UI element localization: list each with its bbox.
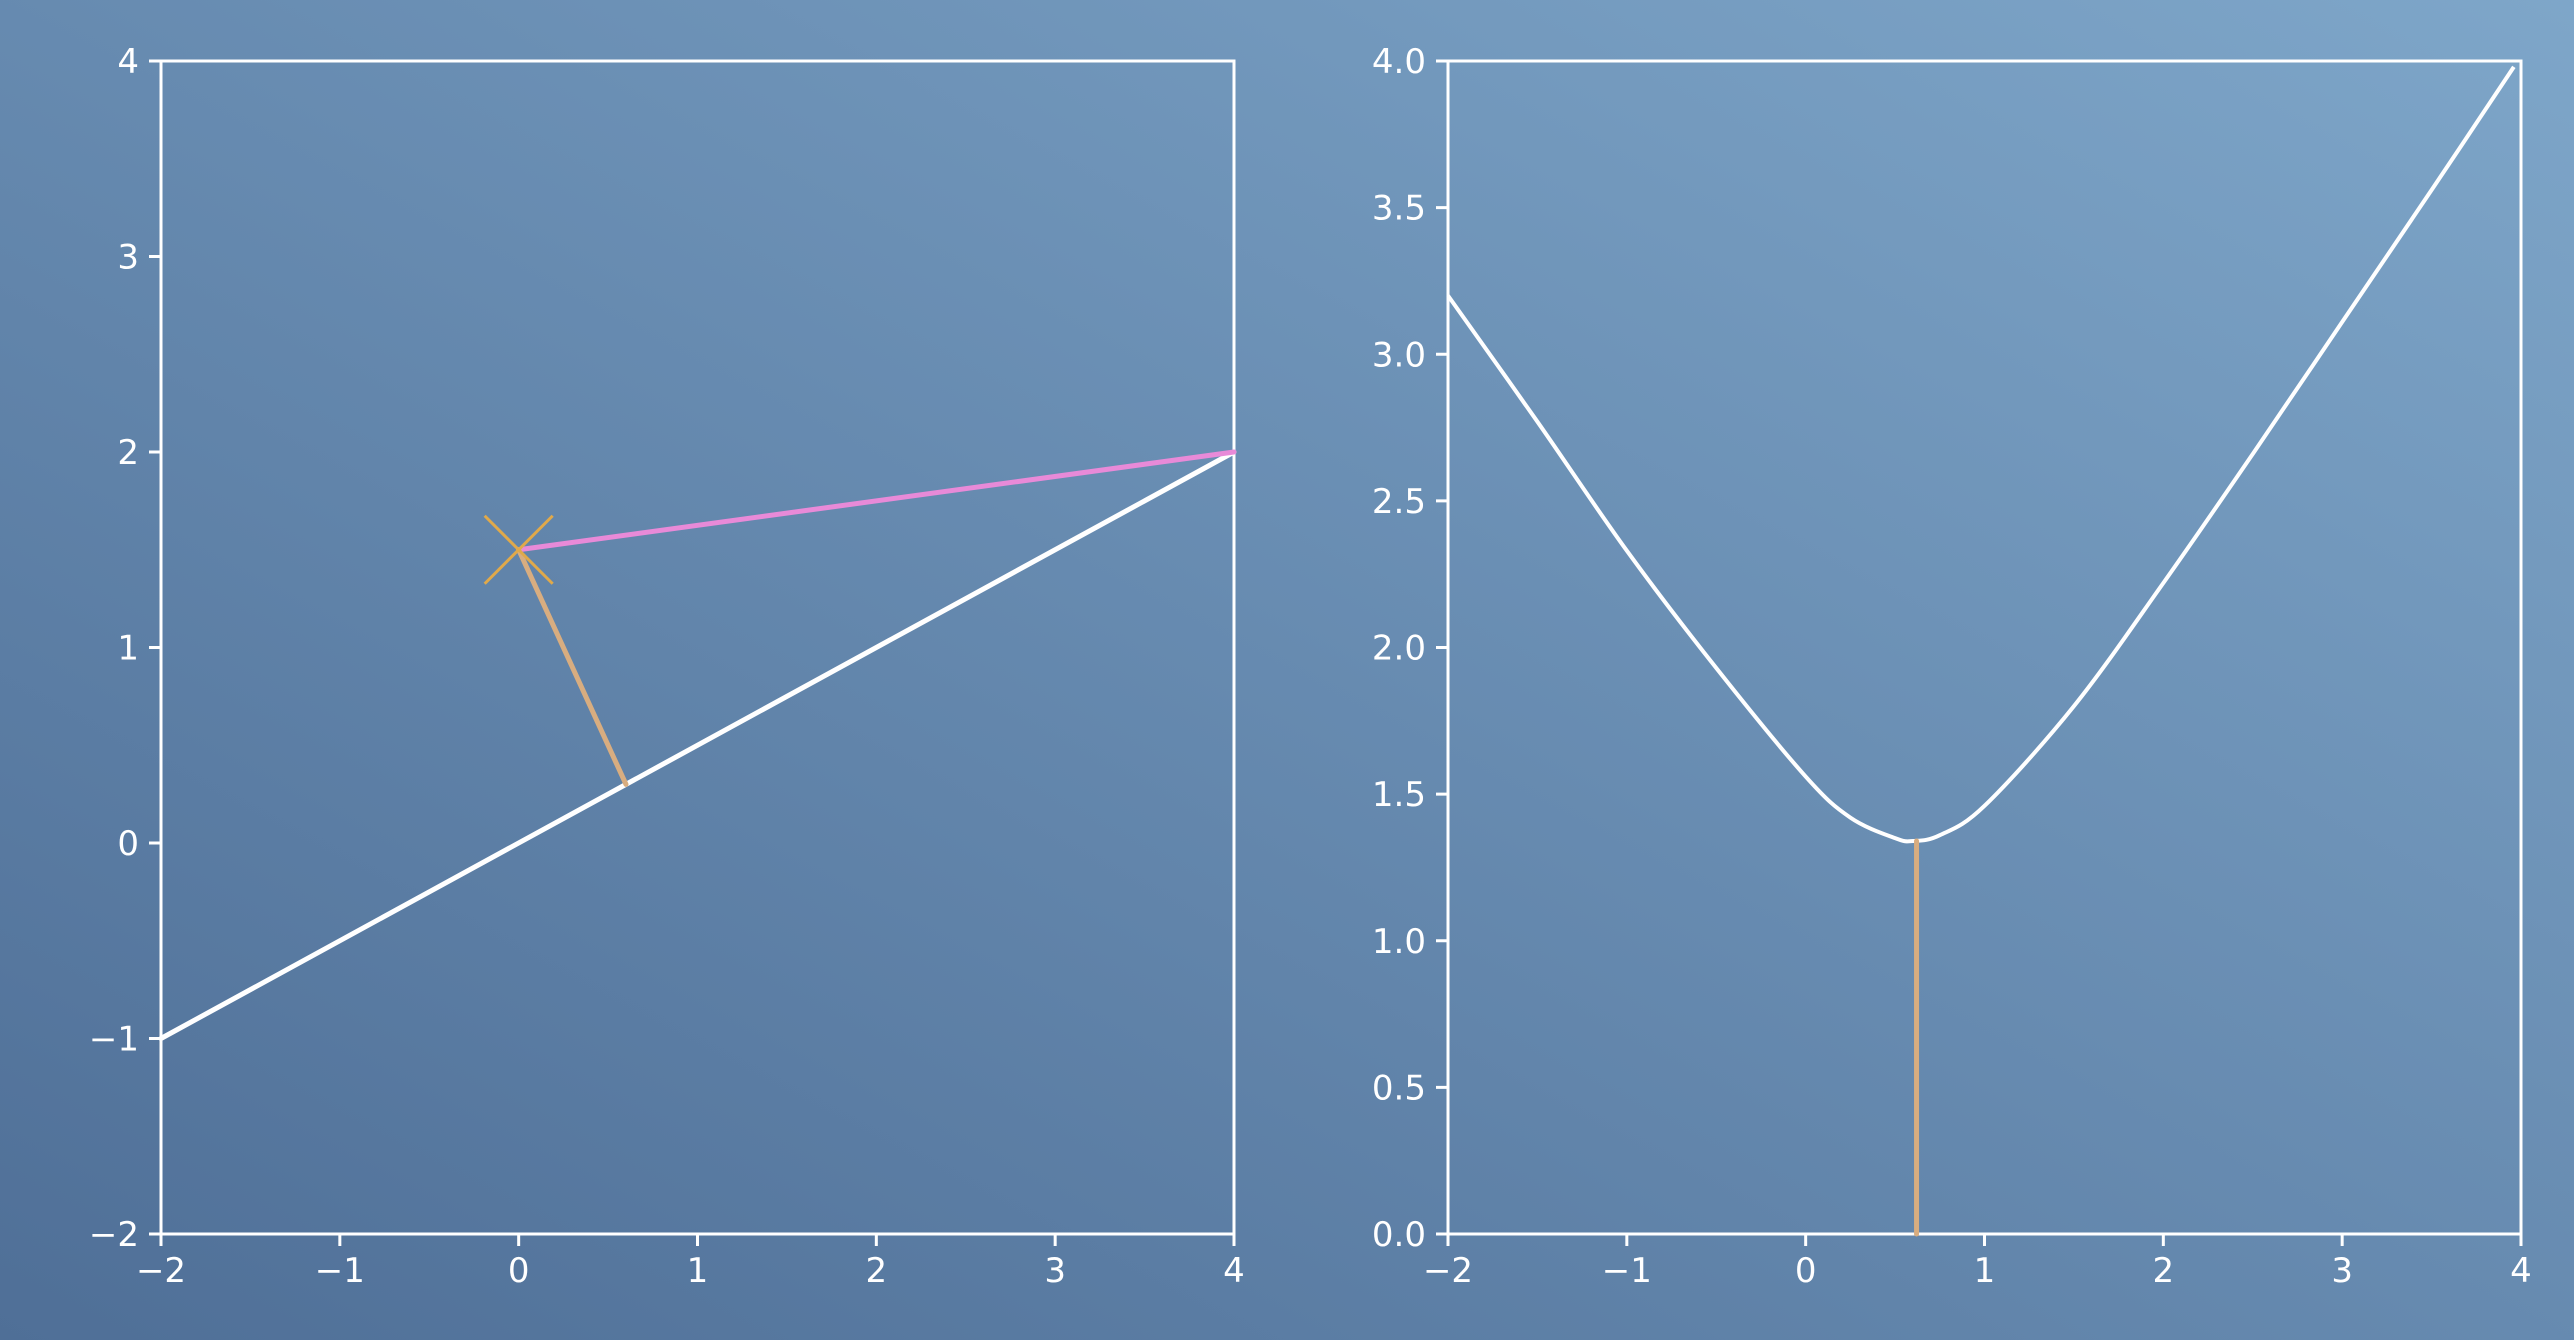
x-tick-label: 0 bbox=[1795, 1251, 1817, 1291]
y-tick-label: 0.0 bbox=[1372, 1215, 1426, 1255]
y-tick-label: 3 bbox=[117, 238, 139, 278]
x-tick-label: 0 bbox=[508, 1251, 530, 1291]
x-tick-label: −1 bbox=[315, 1251, 365, 1291]
x-tick-label: 2 bbox=[866, 1251, 888, 1291]
y-tick-label: 0 bbox=[117, 824, 139, 864]
y-tick-label: 3.0 bbox=[1372, 335, 1426, 375]
x-tick-label: 1 bbox=[687, 1251, 709, 1291]
y-tick-label: 4 bbox=[117, 42, 139, 82]
right-plot: −2 −1 0 1 2 3 4 0.0 0.5 1.0 1.5 2.0 2.5 3.0 3.5 4.0 bbox=[1372, 42, 2532, 1291]
x-tick-label: 2 bbox=[2153, 1251, 2175, 1291]
series-line-1 bbox=[516, 449, 1237, 553]
x-tick-label: 1 bbox=[1974, 1251, 1996, 1291]
x-tick-label: −2 bbox=[1423, 1251, 1473, 1291]
y-tick-label: 0.5 bbox=[1372, 1068, 1426, 1108]
x-tick-label: 3 bbox=[2331, 1251, 2353, 1291]
x-tick-label: −1 bbox=[1602, 1251, 1652, 1291]
y-tick-label: 2.0 bbox=[1372, 629, 1426, 669]
series-line-0 bbox=[158, 449, 1237, 1041]
marker-x-stroke-b bbox=[483, 514, 554, 585]
y-tick-label: −2 bbox=[89, 1215, 139, 1255]
y-tick-label: 1.5 bbox=[1372, 775, 1426, 815]
y-tick-label: 1.0 bbox=[1372, 922, 1426, 962]
x-tick-label: 4 bbox=[2510, 1251, 2532, 1291]
series-line-2 bbox=[516, 547, 629, 787]
x-tick-label: 3 bbox=[1044, 1251, 1066, 1291]
x-tick-label: 4 bbox=[1223, 1251, 1245, 1291]
y-tick-label: 4.0 bbox=[1372, 42, 1426, 82]
left-plot: −2 −1 0 1 2 3 4 −2 −1 0 1 2 3 4 bbox=[89, 42, 1245, 1291]
y-tick-label: −1 bbox=[89, 1020, 139, 1060]
y-tick-label: 3.5 bbox=[1372, 189, 1426, 229]
y-tick-label: 2.5 bbox=[1372, 482, 1426, 522]
y-tick-label: 1 bbox=[117, 629, 139, 669]
series-curve-0 bbox=[1446, 65, 2516, 844]
y-tick-label: 2 bbox=[117, 433, 139, 473]
x-tick-label: −2 bbox=[136, 1251, 186, 1291]
